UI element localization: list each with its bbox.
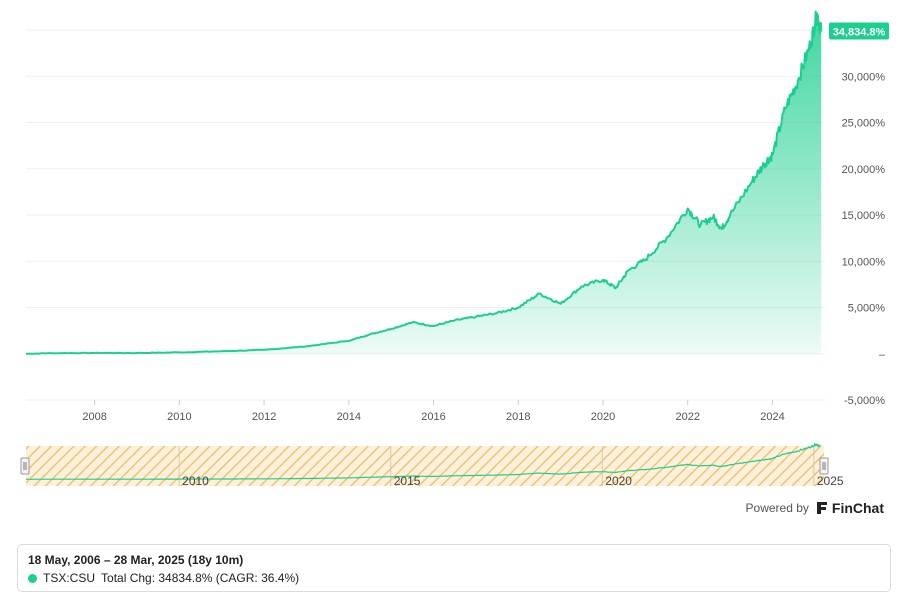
x-tick-label: 2008 <box>82 411 106 423</box>
y-tick-label: 30,000% <box>842 71 886 83</box>
navigator-series <box>25 442 821 480</box>
navigator-year-label: 2025 <box>817 474 844 488</box>
range-navigator[interactable]: 2010 2015 2020 2025 <box>0 440 898 495</box>
navigator-right-handle[interactable] <box>819 457 829 475</box>
last-value-label: 34,834.8% <box>833 27 886 39</box>
finchat-logo: FinChat <box>815 500 884 516</box>
x-tick-label: 2012 <box>252 411 276 423</box>
date-range: 18 May, 2006 – 28 Mar, 2025 (18y 10m) <box>28 553 244 567</box>
y-axis: -5,000% – 5,000% 10,000% 15,000% 20,000% 25,00… <box>842 25 886 407</box>
series-line-tsx-csu <box>25 10 823 355</box>
y-tick-label: 25,000% <box>842 118 886 130</box>
total-change: Total Chg: 34834.8% (CAGR: 36.4%) <box>101 571 300 585</box>
x-tick-label: 2016 <box>421 411 445 423</box>
series-color-dot <box>28 573 37 583</box>
last-value-badge: 34,834.8% <box>829 22 889 40</box>
x-tick-label: 2020 <box>591 411 615 423</box>
summary-card: 18 May, 2006 – 28 Mar, 2025 (18y 10m) TS… <box>17 544 891 592</box>
y-tick-label: 15,000% <box>842 210 886 222</box>
y-tick-label: 10,000% <box>842 256 886 268</box>
ticker-label: TSX:CSU <box>43 571 96 585</box>
x-tick-label: 2024 <box>760 411 784 423</box>
x-tick-label: 2014 <box>337 411 361 423</box>
navigator-left-handle[interactable] <box>20 457 30 475</box>
navigator-year-label: 2010 <box>182 474 209 488</box>
main-chart: -5,000% – 5,000% 10,000% 15,000% 20,000% 25,00… <box>25 10 889 423</box>
y-tick-label: 20,000% <box>842 164 886 176</box>
navigator-year-label: 2015 <box>394 474 421 488</box>
y-tick-label: – <box>879 349 886 361</box>
finchat-logo-icon <box>816 502 827 514</box>
series-area-fill <box>26 11 822 354</box>
brand-name: FinChat <box>831 500 884 516</box>
x-tick-label: 2010 <box>167 411 191 423</box>
y-tick-label: 5,000% <box>848 303 886 315</box>
powered-by[interactable]: Powered by FinChat <box>746 500 884 516</box>
last-value-badge-bg <box>829 22 889 40</box>
navigator-labels: 2010 2015 2020 2025 <box>182 474 844 488</box>
powered-by-label: Powered by <box>745 501 809 515</box>
x-tick-label: 2022 <box>675 411 699 423</box>
x-axis: 2008 2010 2012 2014 2016 2018 2020 2022 2024 <box>82 400 785 423</box>
series-area <box>25 10 823 355</box>
navigator-year-label: 2020 <box>605 474 632 488</box>
y-tick-label: -5,000% <box>844 395 885 407</box>
x-tick-label: 2018 <box>506 411 530 423</box>
navigator-series-line <box>25 442 821 480</box>
